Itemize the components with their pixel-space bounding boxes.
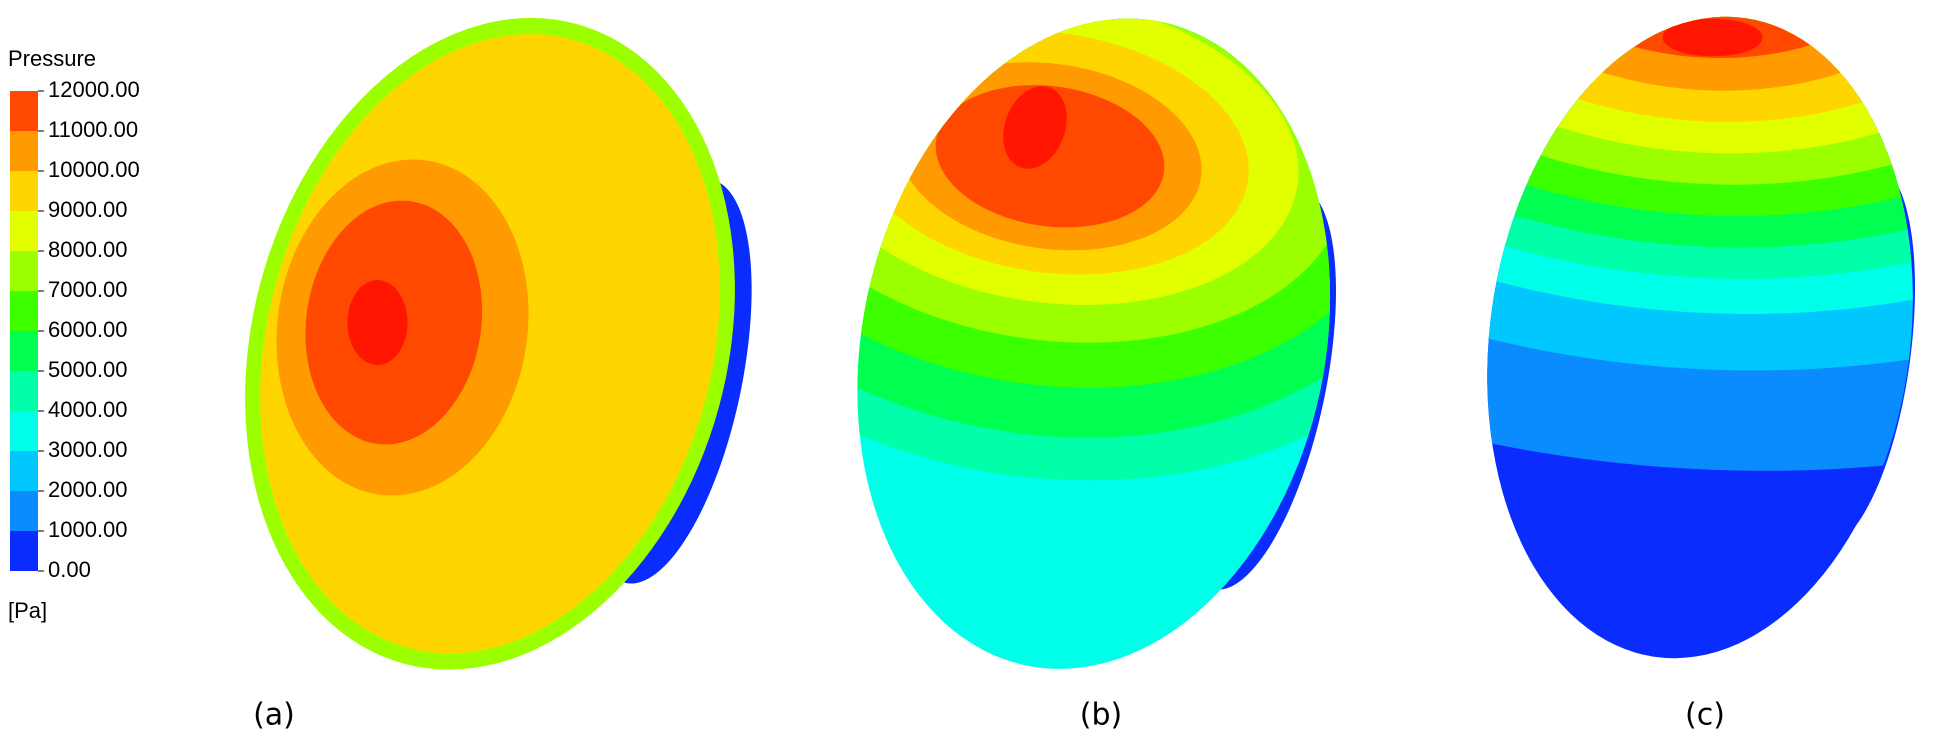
legend-tick-label: 3000.00 — [48, 437, 128, 462]
legend-tick-label: 10000.00 — [48, 157, 140, 182]
contour-region — [347, 280, 408, 365]
contour-panel — [238, 11, 742, 676]
panel-label: (c) — [1685, 698, 1725, 733]
legend-tick-label: 4000.00 — [48, 397, 128, 422]
legend-swatch — [10, 371, 38, 411]
legend-tick-label: 0.00 — [48, 557, 91, 582]
legend-tick-label: 12000.00 — [48, 77, 140, 102]
legend-swatch — [10, 411, 38, 451]
legend-title: Pressure — [8, 46, 96, 71]
legend-swatch — [10, 331, 38, 371]
contour-region — [1003, 86, 1067, 169]
legend-swatch — [10, 251, 38, 291]
legend-swatch — [10, 131, 38, 171]
legend-tick-label: 6000.00 — [48, 317, 128, 342]
legend-tick-label: 2000.00 — [48, 477, 128, 502]
legend-swatch — [10, 291, 38, 331]
legend-tick-label: 1000.00 — [48, 517, 128, 542]
legend-tick-label: 5000.00 — [48, 357, 128, 382]
legend-swatch — [10, 531, 38, 571]
legend-tick-label: 9000.00 — [48, 197, 128, 222]
legend-swatch — [10, 171, 38, 211]
legend-swatch — [10, 91, 38, 131]
legend-swatch — [10, 211, 38, 251]
legend-swatch — [10, 491, 38, 531]
legend-swatch — [10, 451, 38, 491]
contour-region — [1662, 18, 1763, 57]
legend-tick-label: 11000.00 — [48, 117, 138, 142]
legend-unit: [Pa] — [8, 598, 47, 623]
legend-tick-label: 8000.00 — [48, 237, 128, 262]
panel-label: (a) — [253, 698, 295, 733]
panel-label: (b) — [1080, 698, 1122, 733]
legend-tick-label: 7000.00 — [48, 277, 128, 302]
